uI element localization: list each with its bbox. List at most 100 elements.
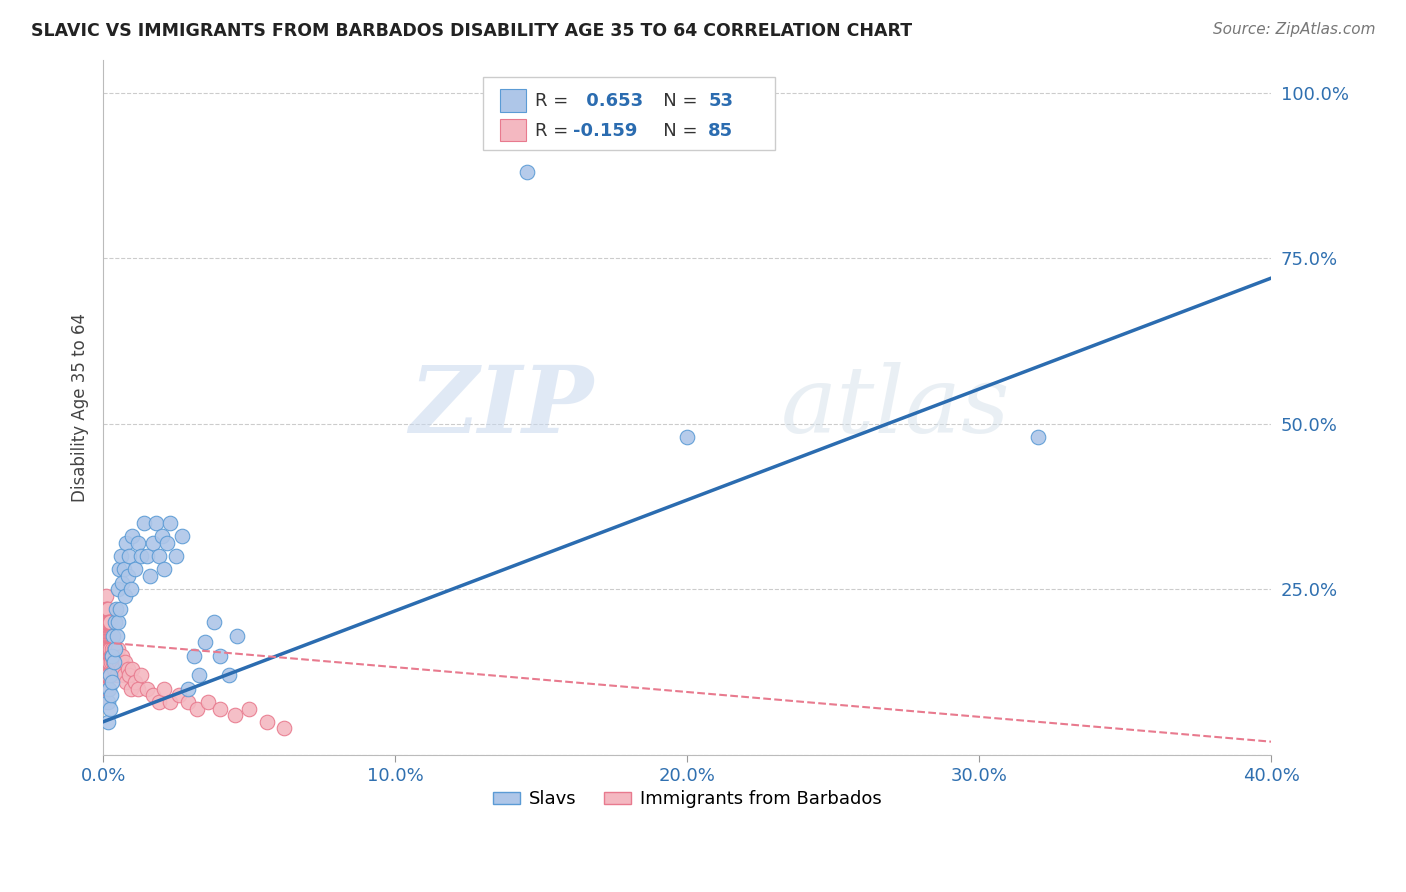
Point [108, 562, 131, 576]
Point [256, 714, 278, 729]
Point [202, 615, 225, 630]
Point [111, 575, 134, 590]
Point [104, 642, 127, 657]
Point [226, 629, 249, 643]
Point [96, 602, 118, 616]
Point [107, 615, 129, 630]
Point [94, 615, 117, 630]
Point [98, 642, 121, 657]
Point [112, 668, 135, 682]
Point [96, 648, 118, 663]
Point [111, 648, 134, 663]
Point [98, 648, 121, 663]
Point [96, 635, 118, 649]
Point [98, 629, 121, 643]
Point [105, 668, 128, 682]
Point [224, 708, 246, 723]
Point [94, 629, 117, 643]
Point [96, 615, 118, 630]
Text: -0.159: -0.159 [572, 121, 637, 139]
Text: Source: ZipAtlas.com: Source: ZipAtlas.com [1212, 22, 1375, 37]
Point [120, 582, 142, 597]
Text: 53: 53 [709, 92, 733, 111]
Point [238, 701, 260, 715]
Point [170, 529, 193, 543]
Point [194, 635, 217, 649]
Point [101, 648, 124, 663]
Point [124, 562, 146, 576]
Point [98, 615, 121, 630]
Point [97, 655, 120, 669]
Point [115, 536, 138, 550]
Point [159, 695, 181, 709]
Point [94, 629, 117, 643]
Text: 85: 85 [709, 121, 734, 139]
Point [94, 668, 117, 682]
Text: N =: N = [647, 92, 703, 111]
Point [118, 549, 141, 564]
Point [101, 675, 124, 690]
Point [98, 668, 121, 682]
Point [124, 675, 146, 690]
Point [96, 714, 118, 729]
Text: ZIP: ZIP [409, 362, 593, 452]
Point [103, 662, 125, 676]
Point [121, 529, 143, 543]
Point [107, 642, 129, 657]
Point [93, 648, 115, 663]
Point [136, 681, 159, 696]
Text: SLAVIC VS IMMIGRANTS FROM BARBADOS DISABILITY AGE 35 TO 64 CORRELATION CHART: SLAVIC VS IMMIGRANTS FROM BARBADOS DISAB… [31, 22, 912, 40]
Point [208, 701, 231, 715]
Point [96, 642, 118, 657]
Point [100, 668, 122, 682]
Point [127, 536, 149, 550]
Text: N =: N = [647, 121, 703, 139]
Point [218, 668, 240, 682]
Point [96, 602, 118, 616]
Point [115, 675, 138, 690]
Point [114, 589, 136, 603]
Point [153, 562, 176, 576]
Point [150, 529, 173, 543]
Point [98, 629, 121, 643]
Point [94, 655, 117, 669]
Point [515, 165, 537, 179]
Point [197, 695, 219, 709]
Point [105, 629, 128, 643]
Point [136, 549, 159, 564]
Point [120, 681, 142, 696]
Point [177, 681, 200, 696]
Point [101, 655, 124, 669]
Point [96, 615, 118, 630]
Point [97, 668, 120, 682]
Point [117, 662, 139, 676]
Point [97, 681, 120, 696]
Point [103, 642, 125, 657]
Point [104, 615, 127, 630]
Point [93, 695, 115, 709]
Point [100, 615, 122, 630]
Point [108, 655, 131, 669]
Point [1026, 430, 1049, 444]
Point [94, 642, 117, 657]
Point [97, 629, 120, 643]
Point [97, 615, 120, 630]
Point [110, 662, 132, 676]
Point [103, 629, 125, 643]
Point [94, 615, 117, 630]
Point [96, 648, 118, 663]
Text: 0.653: 0.653 [579, 92, 643, 111]
Point [105, 602, 128, 616]
Point [121, 662, 143, 676]
Point [94, 655, 117, 669]
Point [93, 681, 115, 696]
Point [183, 648, 205, 663]
Point [114, 655, 136, 669]
Y-axis label: Disability Age 35 to 64: Disability Age 35 to 64 [72, 313, 89, 502]
Point [104, 648, 127, 663]
Point [107, 582, 129, 597]
Point [127, 681, 149, 696]
Point [100, 648, 122, 663]
Point [129, 668, 152, 682]
Point [94, 642, 117, 657]
